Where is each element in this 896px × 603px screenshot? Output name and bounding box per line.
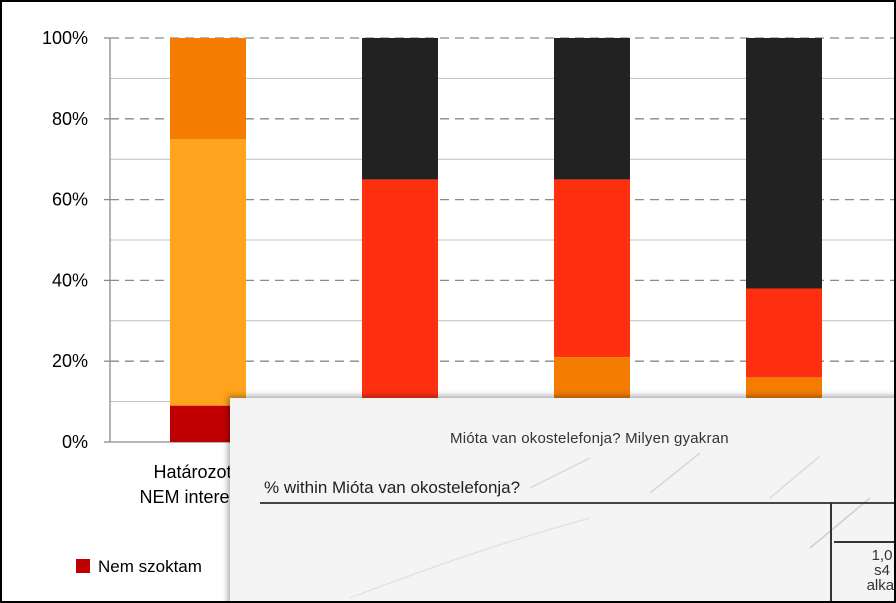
legend-label: Nem szoktam (98, 557, 202, 576)
bar-segment (746, 38, 822, 289)
scanned-document-fragment: Mióta van okostelefonja? Milyen gyakran … (230, 398, 896, 601)
bar-segment (746, 288, 822, 378)
bar-segment (170, 139, 246, 406)
table-cell-line: alkal (866, 577, 896, 594)
bar-segment (554, 38, 630, 180)
table-column-border (830, 502, 894, 601)
bar-segment (170, 38, 246, 139)
y-tick-label: 0% (62, 432, 88, 452)
document-subtitle: % within Mióta van okostelefonja? (264, 478, 521, 497)
table-cell-border (834, 541, 894, 601)
y-tick-label: 60% (52, 190, 88, 210)
legend-swatch (76, 559, 90, 573)
table-cell: 1,0 s4 alkal (842, 547, 896, 594)
bar-segment (362, 38, 438, 180)
table-cell-line: s4 (874, 562, 890, 579)
document-rule (260, 502, 894, 504)
y-tick-label: 100% (42, 28, 88, 48)
y-tick-label: 20% (52, 351, 88, 371)
pencil-marks (349, 452, 871, 599)
table-cell-line: 1,0 (871, 547, 893, 564)
document-heading: Mióta van okostelefonja? Milyen gyakran (450, 430, 729, 447)
bar-segment (554, 179, 630, 358)
y-tick-label: 40% (52, 270, 88, 290)
y-tick-label: 80% (52, 109, 88, 129)
